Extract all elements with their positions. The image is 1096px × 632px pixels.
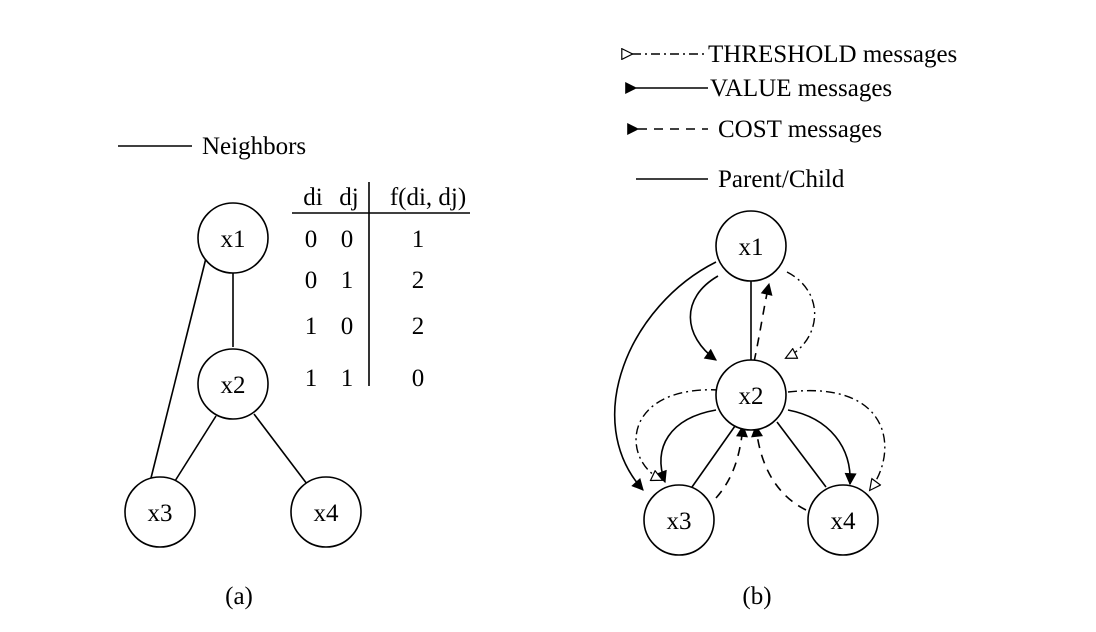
value-message-x1-x2	[689, 275, 719, 361]
table-cell: 1	[341, 365, 354, 392]
cost-message-x3-x2	[715, 424, 748, 499]
node-x1: x1	[197, 202, 269, 274]
table-cell: 1	[341, 267, 354, 294]
table-cell: 1	[305, 313, 318, 340]
cost-message-x2-x1	[753, 282, 773, 363]
legend-neighbors: Neighbors	[118, 133, 306, 160]
table-cell: 0	[341, 226, 354, 253]
node-x1: x1	[715, 210, 787, 282]
caption-b: (b)	[742, 583, 771, 610]
edge-x1-x3	[149, 257, 207, 483]
node-x3-label: x3	[667, 508, 692, 535]
legend-parent-child: Parent/Child	[636, 166, 845, 193]
table-cell: 1	[412, 226, 425, 253]
node-x4-label: x4	[314, 500, 340, 527]
node-x2: x2	[715, 359, 787, 431]
value-message-x2-x4	[787, 409, 857, 486]
threshold-message-x2-x4	[787, 389, 886, 490]
panel-b: THRESHOLD messages VALUE messages COST m…	[614, 41, 957, 610]
table-cell: 0	[305, 267, 318, 294]
table-cell: 2	[412, 313, 425, 340]
legend-threshold: THRESHOLD messages	[632, 41, 957, 68]
threshold-message-x1-x2	[786, 271, 816, 358]
legend-parent-child-label: Parent/Child	[718, 166, 845, 193]
table-header-dj: dj	[339, 184, 358, 211]
panel-a: Neighbors x1 x2 x3 x4 di dj f(di, dj)	[118, 133, 470, 610]
cost-message-x4-x2	[751, 424, 807, 511]
edge-x2-x4	[776, 421, 827, 488]
node-x3: x3	[643, 484, 715, 556]
node-x4-label: x4	[831, 508, 857, 535]
node-x1-label: x1	[739, 234, 764, 261]
legend-cost: COST messages	[627, 116, 882, 143]
legend-cost-label: COST messages	[718, 116, 882, 143]
table-cell: 0	[412, 365, 425, 392]
legend-neighbors-label: Neighbors	[202, 133, 306, 160]
node-x4: x4	[807, 484, 879, 556]
node-x2-label: x2	[739, 383, 764, 410]
value-message-x1-x3	[614, 261, 717, 491]
node-x3: x3	[124, 476, 196, 548]
edge-x2-x3	[174, 415, 217, 482]
edge-x2-x4	[253, 413, 308, 485]
legend-value-label: VALUE messages	[710, 75, 892, 102]
table-header-f: f(di, dj)	[390, 184, 466, 211]
node-x4: x4	[290, 476, 362, 548]
edge-x2-x3	[691, 425, 736, 488]
value-message-x2-x3	[655, 409, 717, 484]
table-cell: 1	[305, 365, 318, 392]
constraint-table: di dj f(di, dj) 0 0 1 0 1 2 1 0 2 1 1 0	[292, 182, 470, 392]
table-cell: 0	[341, 313, 354, 340]
node-x2: x2	[197, 348, 269, 420]
table-header-di: di	[303, 184, 323, 211]
table-cell: 0	[305, 226, 318, 253]
node-x1-label: x1	[221, 226, 246, 253]
caption-a: (a)	[225, 583, 253, 610]
legend-value: VALUE messages	[625, 75, 892, 102]
legend-threshold-label: THRESHOLD messages	[708, 41, 957, 68]
table-cell: 2	[412, 267, 425, 294]
node-x3-label: x3	[148, 500, 173, 527]
node-x2-label: x2	[221, 372, 246, 399]
